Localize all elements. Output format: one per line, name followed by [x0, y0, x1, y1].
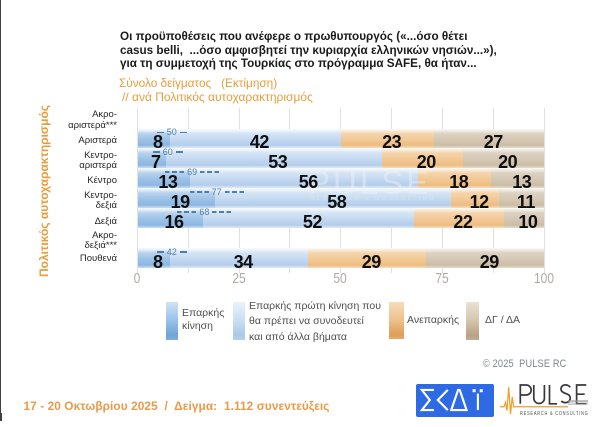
svg-text:RESEARCH & CONSULTING: RESEARCH & CONSULTING — [520, 411, 589, 417]
